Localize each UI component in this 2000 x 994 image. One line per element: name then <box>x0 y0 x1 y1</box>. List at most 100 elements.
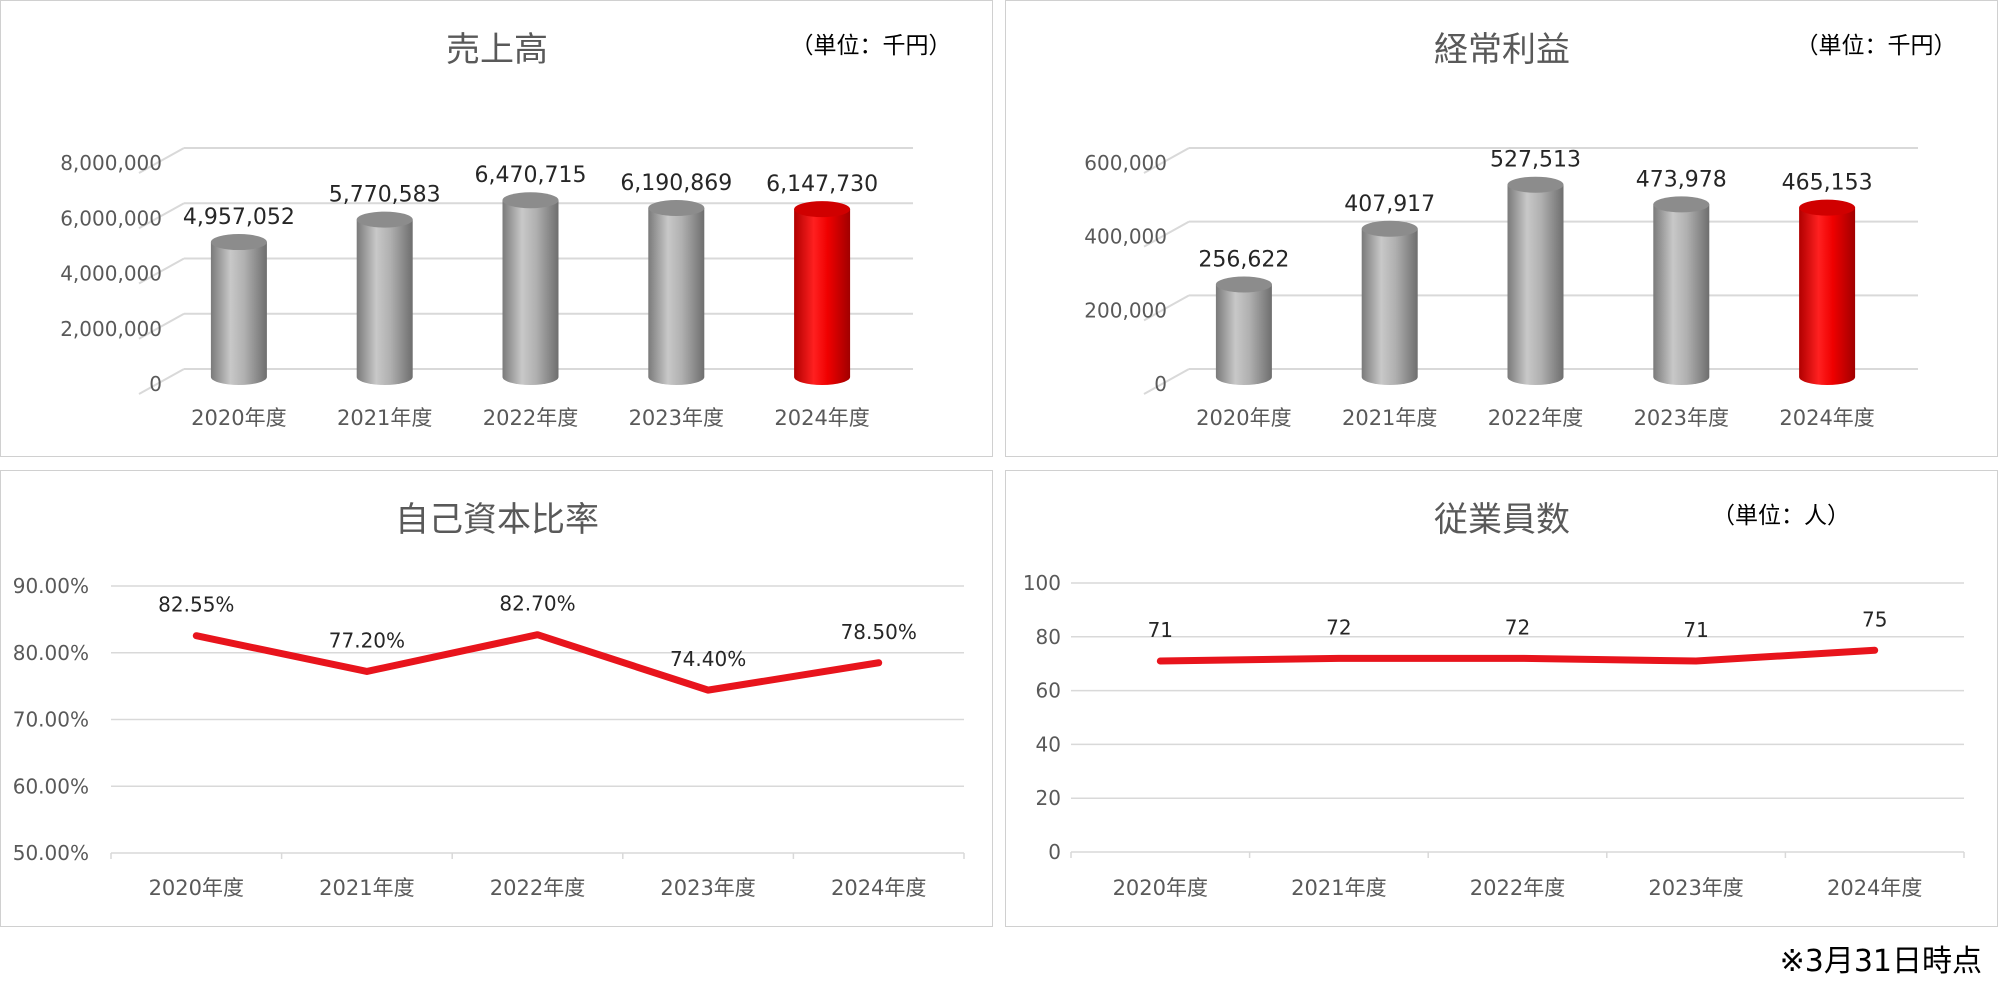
sales-ytick-label: 6,000,000 <box>60 206 162 230</box>
sales-bar <box>794 209 851 385</box>
employees-ytick-label: 60 <box>1036 679 1061 703</box>
employees-xtick-label: 2020年度 <box>1113 876 1208 900</box>
ordinary-profit-gridline-diag <box>1143 368 1190 395</box>
ordinary-profit-gridline-diag <box>1143 147 1190 174</box>
sales-data-label: 6,190,869 <box>620 171 732 196</box>
sales-bar-top <box>356 211 413 228</box>
ordinary-profit-xtick-label: 2020年度 <box>1196 406 1291 430</box>
equity-ratio-data-label: 77.20% <box>329 628 405 652</box>
ordinary-profit-bar <box>1653 204 1710 385</box>
equity-ratio-series-line <box>192 631 883 694</box>
sales-xtick-label: 2020年度 <box>191 406 286 430</box>
sales-ytick-label: 4,000,000 <box>60 262 162 286</box>
equity-ratio-data-label: 78.50% <box>841 620 917 644</box>
employees-ytick-label: 20 <box>1036 786 1061 810</box>
sales-xtick-label: 2024年度 <box>774 406 869 430</box>
ordinary-profit-data-label: 407,917 <box>1344 192 1435 217</box>
employees-data-label: 75 <box>1862 607 1887 631</box>
ordinary-profit-data-label: 473,978 <box>1636 167 1727 192</box>
sales-gridline-diag <box>138 257 185 285</box>
ordinary-profit-bar-top <box>1653 196 1710 213</box>
ordinary-profit-xtick-label: 2021年度 <box>1342 406 1437 430</box>
ordinary-profit-ytick-label: 400,000 <box>1084 225 1167 249</box>
ordinary-profit-data-label: 465,153 <box>1782 171 1873 196</box>
sales-data-label: 6,147,730 <box>766 172 878 197</box>
equity-ratio-xtick-label: 2023年度 <box>660 876 755 900</box>
ordinary-profit-xtick-label: 2023年度 <box>1634 406 1729 430</box>
equity-ratio-chart: 自己資本比率 50.00% 60.00% 70.00% 80.00% 90.00% 82.5… <box>13 500 965 900</box>
employees-title: 従業員数 <box>1434 500 1570 540</box>
sales-chart: 売上高 （単位：千円） 0 2,000,000 4,000,000 6,000,000 8,… <box>60 30 952 430</box>
ordinary-profit-bar <box>1507 184 1564 385</box>
ordinary-profit-bar <box>1215 284 1272 385</box>
sales-gridline-diag <box>138 312 185 340</box>
employees-ytick-label: 0 <box>1048 840 1061 864</box>
sales-gridline-diag <box>138 368 185 395</box>
equity-ratio-xtick-label: 2021年度 <box>319 876 414 900</box>
sales-xtick-label: 2021年度 <box>337 406 432 430</box>
equity-ratio-chart-panel: 自己資本比率 50.00% 60.00% 70.00% 80.00% 90.00% 82.5… <box>0 470 993 927</box>
equity-ratio-title: 自己資本比率 <box>395 500 599 540</box>
ordinary-profit-ytick-label: 600,000 <box>1084 151 1167 175</box>
equity-ratio-data-label: 74.40% <box>670 647 746 671</box>
sales-ytick-label: 0 <box>149 372 162 396</box>
sales-bar <box>356 219 413 385</box>
sales-data-label: 4,957,052 <box>183 205 295 230</box>
equity-ratio-xtick-label: 2024年度 <box>831 876 926 900</box>
sales-bar-top <box>210 234 267 251</box>
equity-ratio-ytick-label: 90.00% <box>13 574 89 598</box>
ordinary-profit-title: 経常利益 <box>1434 30 1570 70</box>
sales-gridline-diag <box>138 202 185 230</box>
sales-unit-label: （単位：千円） <box>791 33 952 59</box>
as-of-date-note: ※3月31日時点 <box>1779 944 1982 979</box>
equity-ratio-data-label: 82.70% <box>499 592 575 616</box>
employees-xtick-label: 2022年度 <box>1470 876 1565 900</box>
sales-bar <box>210 242 267 385</box>
employees-ytick-label: 40 <box>1036 732 1061 756</box>
equity-ratio-ytick-label: 70.00% <box>13 708 89 732</box>
employees-ytick-label: 100 <box>1023 571 1061 595</box>
ordinary-profit-xtick-label: 2024年度 <box>1779 406 1874 430</box>
employees-data-label: 72 <box>1326 615 1351 639</box>
equity-ratio-ytick-label: 50.00% <box>13 841 89 865</box>
ordinary-profit-data-label: 527,513 <box>1490 148 1581 173</box>
ordinary-profit-data-label: 256,622 <box>1198 247 1289 272</box>
sales-bar-top <box>502 192 559 209</box>
ordinary-profit-bar-top <box>1215 276 1272 293</box>
equity-ratio-data-label: 82.55% <box>158 593 234 617</box>
employees-data-label: 71 <box>1148 618 1173 642</box>
sales-bar-top <box>648 199 705 216</box>
employees-data-label: 71 <box>1683 618 1708 642</box>
sales-data-label: 6,470,715 <box>475 163 587 188</box>
ordinary-profit-gridline-diag <box>1143 294 1190 322</box>
employees-data-label: 72 <box>1505 615 1530 639</box>
sales-bar-top <box>794 201 851 218</box>
employees-xtick-label: 2024年度 <box>1827 876 1922 900</box>
sales-title: 売上高 <box>446 30 548 70</box>
ordinary-profit-unit-label: （単位：千円） <box>1796 33 1957 59</box>
employees-chart: 従業員数 （単位：人） 0 20 40 60 80 100 71 2020年度 72 2021年度 72… <box>1023 500 1965 900</box>
sales-xtick-label: 2022年度 <box>483 406 578 430</box>
ordinary-profit-bar-top <box>1361 220 1418 237</box>
sales-xtick-label: 2023年度 <box>629 406 724 430</box>
employees-xtick-label: 2023年度 <box>1648 876 1743 900</box>
employees-chart-panel: 従業員数 （単位：人） 0 20 40 60 80 100 71 2020年度 72 2021年度 72… <box>1005 470 1998 927</box>
ordinary-profit-bar <box>1799 207 1856 385</box>
employees-ytick-label: 80 <box>1036 625 1061 649</box>
sales-ytick-label: 8,000,000 <box>60 151 162 175</box>
sales-bar <box>502 200 559 385</box>
ordinary-profit-chart: 経常利益 （単位：千円） 0 200,000 400,000 600,000 256,622… <box>1084 30 1957 430</box>
sales-bar <box>648 207 705 385</box>
ordinary-profit-gridline-diag <box>1143 220 1190 248</box>
ordinary-profit-xtick-label: 2022年度 <box>1488 406 1583 430</box>
employees-xtick-label: 2021年度 <box>1291 876 1386 900</box>
ordinary-profit-ytick-label: 0 <box>1154 372 1167 396</box>
sales-chart-panel: 売上高 （単位：千円） 0 2,000,000 4,000,000 6,000,000 8,… <box>0 0 993 457</box>
equity-ratio-ytick-label: 60.00% <box>13 774 89 798</box>
sales-ytick-label: 2,000,000 <box>60 317 162 341</box>
employees-unit-label: （単位：人） <box>1712 503 1850 529</box>
ordinary-profit-ytick-label: 200,000 <box>1084 298 1167 322</box>
equity-ratio-xtick-label: 2022年度 <box>490 876 585 900</box>
ordinary-profit-chart-panel: 経常利益 （単位：千円） 0 200,000 400,000 600,000 256,622… <box>1005 0 1998 457</box>
ordinary-profit-bar-top <box>1799 199 1856 216</box>
